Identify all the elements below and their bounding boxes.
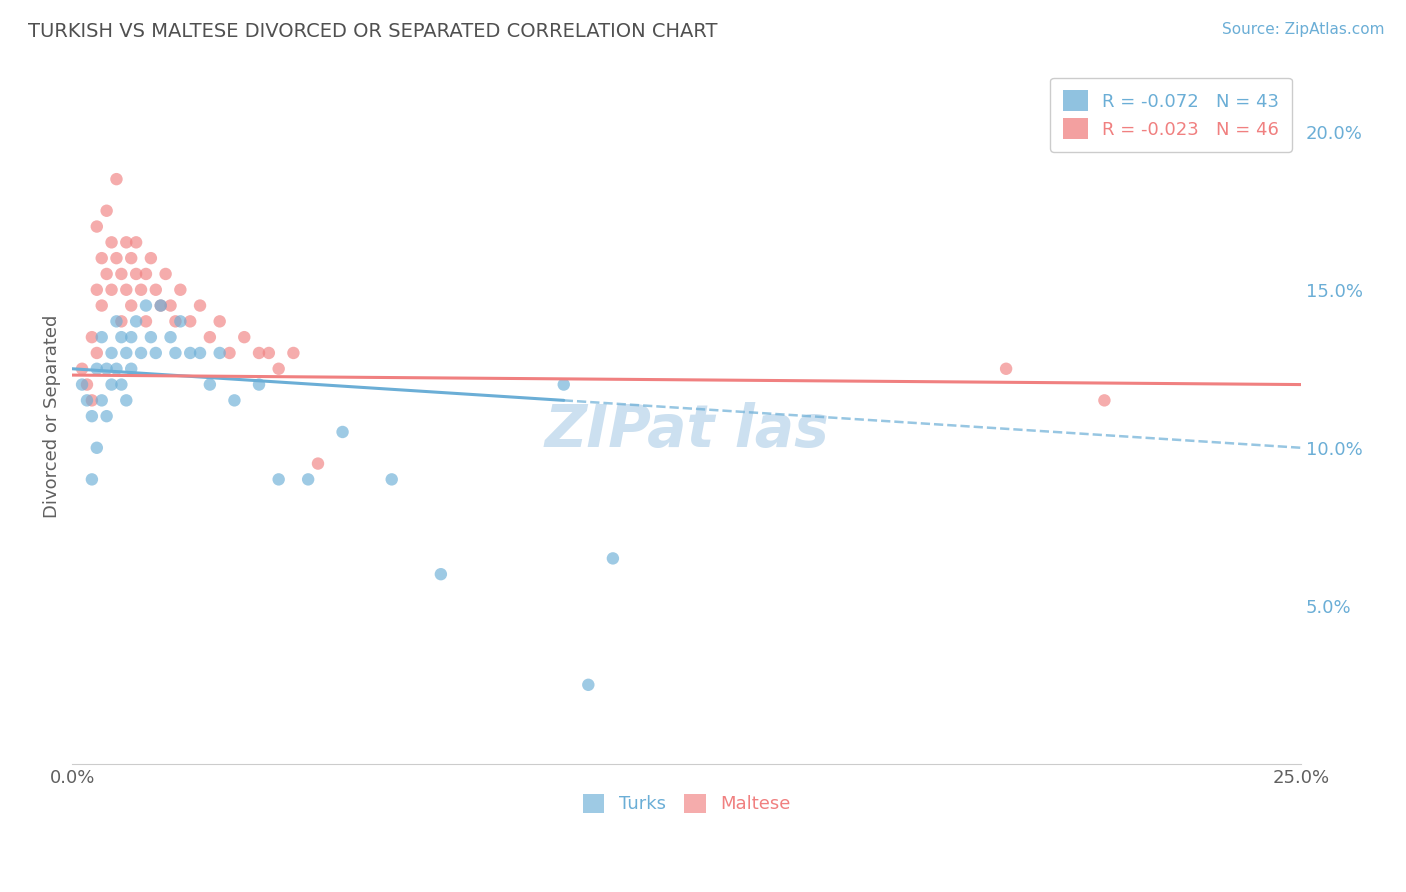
Point xyxy=(115,283,138,297)
Point xyxy=(96,361,118,376)
Point xyxy=(96,203,118,218)
Point xyxy=(139,251,162,265)
Text: ZIPat las: ZIPat las xyxy=(544,401,830,458)
Point xyxy=(70,361,93,376)
Text: Source: ZipAtlas.com: Source: ZipAtlas.com xyxy=(1222,22,1385,37)
Point xyxy=(86,361,108,376)
Point xyxy=(267,472,290,486)
Point xyxy=(110,267,132,281)
Point xyxy=(145,346,167,360)
Point xyxy=(80,409,103,424)
Point xyxy=(80,472,103,486)
Point xyxy=(120,251,142,265)
Point xyxy=(129,283,152,297)
Point xyxy=(135,314,157,328)
Point xyxy=(86,441,108,455)
Legend: Turks, Maltese: Turks, Maltese xyxy=(572,783,801,824)
Point xyxy=(90,299,112,313)
Point xyxy=(115,393,138,408)
Point xyxy=(165,346,187,360)
Point xyxy=(381,472,404,486)
Point xyxy=(169,283,191,297)
Point xyxy=(86,283,108,297)
Point xyxy=(1092,393,1115,408)
Point xyxy=(198,377,221,392)
Point xyxy=(105,361,128,376)
Point xyxy=(90,330,112,344)
Point xyxy=(135,299,157,313)
Point xyxy=(198,330,221,344)
Point xyxy=(105,251,128,265)
Point xyxy=(100,235,122,250)
Point xyxy=(120,361,142,376)
Point xyxy=(110,377,132,392)
Point xyxy=(86,346,108,360)
Point xyxy=(267,361,290,376)
Point xyxy=(145,283,167,297)
Point xyxy=(188,299,211,313)
Point xyxy=(218,346,240,360)
Point xyxy=(224,393,246,408)
Point xyxy=(125,314,148,328)
Point xyxy=(115,235,138,250)
Point xyxy=(283,346,305,360)
Point xyxy=(995,361,1018,376)
Point xyxy=(135,267,157,281)
Point xyxy=(149,299,172,313)
Point xyxy=(208,314,231,328)
Point xyxy=(125,235,148,250)
Point xyxy=(129,346,152,360)
Point xyxy=(602,551,624,566)
Point xyxy=(247,346,270,360)
Point xyxy=(100,346,122,360)
Point xyxy=(120,299,142,313)
Point xyxy=(233,330,256,344)
Point xyxy=(247,377,270,392)
Point xyxy=(169,314,191,328)
Point xyxy=(188,346,211,360)
Point xyxy=(105,314,128,328)
Point xyxy=(86,219,108,234)
Point xyxy=(297,472,319,486)
Point xyxy=(100,283,122,297)
Point xyxy=(576,678,599,692)
Point xyxy=(80,393,103,408)
Y-axis label: Divorced or Separated: Divorced or Separated xyxy=(44,315,60,518)
Point xyxy=(70,377,93,392)
Point xyxy=(80,330,103,344)
Point xyxy=(125,267,148,281)
Point xyxy=(159,299,181,313)
Point xyxy=(110,314,132,328)
Point xyxy=(139,330,162,344)
Point xyxy=(100,377,122,392)
Point xyxy=(159,330,181,344)
Point xyxy=(179,346,201,360)
Point xyxy=(105,172,128,186)
Point xyxy=(179,314,201,328)
Point xyxy=(110,330,132,344)
Point xyxy=(553,377,575,392)
Point xyxy=(307,457,329,471)
Point xyxy=(90,393,112,408)
Point xyxy=(430,567,453,582)
Point xyxy=(96,267,118,281)
Point xyxy=(149,299,172,313)
Point xyxy=(165,314,187,328)
Point xyxy=(257,346,280,360)
Point xyxy=(120,330,142,344)
Point xyxy=(90,251,112,265)
Point xyxy=(332,425,354,439)
Point xyxy=(155,267,177,281)
Point xyxy=(76,393,98,408)
Point xyxy=(96,409,118,424)
Text: TURKISH VS MALTESE DIVORCED OR SEPARATED CORRELATION CHART: TURKISH VS MALTESE DIVORCED OR SEPARATED… xyxy=(28,22,717,41)
Point xyxy=(76,377,98,392)
Point xyxy=(115,346,138,360)
Point xyxy=(208,346,231,360)
